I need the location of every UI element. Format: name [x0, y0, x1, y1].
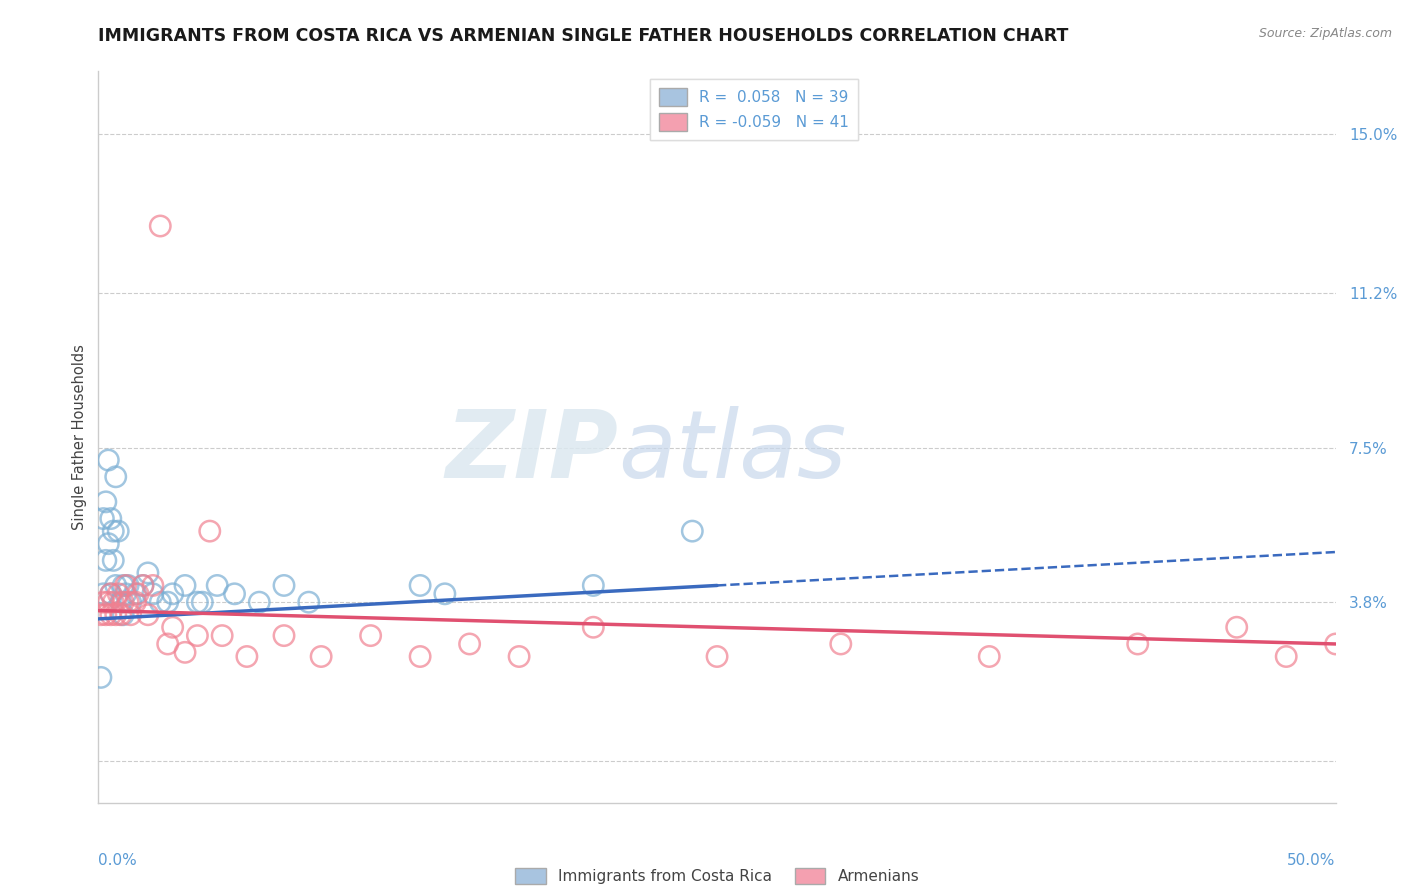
Text: Source: ZipAtlas.com: Source: ZipAtlas.com: [1258, 27, 1392, 40]
Point: [107, 587, 129, 601]
Point: [132, 578, 155, 592]
Point: [273, 578, 295, 592]
Point: [110, 595, 132, 609]
Point: [136, 566, 159, 580]
Point: [198, 524, 221, 538]
Point: [309, 649, 332, 664]
Point: [191, 595, 214, 609]
Point: [117, 595, 139, 609]
Point: [1324, 637, 1347, 651]
Point: [93, 595, 115, 609]
Point: [127, 587, 149, 601]
Point: [112, 595, 135, 609]
Point: [120, 595, 142, 609]
Point: [409, 578, 432, 592]
Point: [103, 595, 125, 609]
Point: [156, 637, 179, 651]
Point: [582, 578, 605, 592]
Point: [979, 649, 1001, 664]
Point: [97, 536, 120, 550]
Point: [93, 511, 115, 525]
Point: [103, 524, 125, 538]
Legend: R =  0.058   N = 39, R = -0.059   N = 41: R = 0.058 N = 39, R = -0.059 N = 41: [650, 79, 858, 140]
Point: [149, 219, 172, 233]
Point: [112, 607, 135, 622]
Point: [247, 595, 270, 609]
Point: [112, 578, 135, 592]
Point: [186, 595, 208, 609]
Point: [142, 578, 165, 592]
Point: [458, 637, 481, 651]
Point: [97, 453, 120, 467]
Point: [107, 524, 129, 538]
Point: [100, 587, 122, 601]
Text: 50.0%: 50.0%: [1288, 853, 1336, 868]
Point: [124, 587, 146, 601]
Point: [156, 595, 179, 609]
Point: [409, 649, 432, 664]
Point: [1126, 637, 1149, 651]
Point: [124, 595, 146, 609]
Point: [94, 607, 117, 622]
Point: [162, 587, 184, 601]
Point: [273, 629, 295, 643]
Y-axis label: Single Father Households: Single Father Households: [72, 344, 87, 530]
Point: [103, 553, 125, 567]
Point: [120, 607, 142, 622]
Point: [104, 607, 127, 622]
Point: [205, 578, 228, 592]
Point: [132, 578, 155, 592]
Point: [1275, 649, 1298, 664]
Text: IMMIGRANTS FROM COSTA RICA VS ARMENIAN SINGLE FATHER HOUSEHOLDS CORRELATION CHAR: IMMIGRANTS FROM COSTA RICA VS ARMENIAN S…: [98, 27, 1069, 45]
Text: ZIP: ZIP: [446, 406, 619, 498]
Point: [360, 629, 382, 643]
Point: [94, 495, 117, 509]
Point: [110, 607, 132, 622]
Point: [224, 587, 246, 601]
Point: [94, 553, 117, 567]
Point: [114, 578, 136, 592]
Point: [114, 587, 136, 601]
Text: 0.0%: 0.0%: [98, 853, 138, 868]
Point: [830, 637, 852, 651]
Point: [100, 607, 122, 622]
Point: [104, 578, 127, 592]
Point: [100, 511, 122, 525]
Point: [104, 470, 127, 484]
Point: [298, 595, 321, 609]
Point: [162, 620, 184, 634]
Point: [174, 645, 197, 659]
Point: [174, 578, 197, 592]
Point: [117, 578, 139, 592]
Point: [90, 607, 112, 622]
Point: [433, 587, 456, 601]
Point: [186, 629, 208, 643]
Point: [582, 620, 605, 634]
Point: [97, 595, 120, 609]
Point: [100, 587, 122, 601]
Point: [681, 524, 703, 538]
Point: [149, 595, 172, 609]
Point: [1226, 620, 1249, 634]
Text: atlas: atlas: [619, 406, 846, 497]
Point: [142, 587, 165, 601]
Point: [211, 629, 233, 643]
Point: [90, 670, 112, 684]
Point: [136, 607, 159, 622]
Point: [93, 587, 115, 601]
Point: [508, 649, 530, 664]
Point: [706, 649, 728, 664]
Point: [236, 649, 259, 664]
